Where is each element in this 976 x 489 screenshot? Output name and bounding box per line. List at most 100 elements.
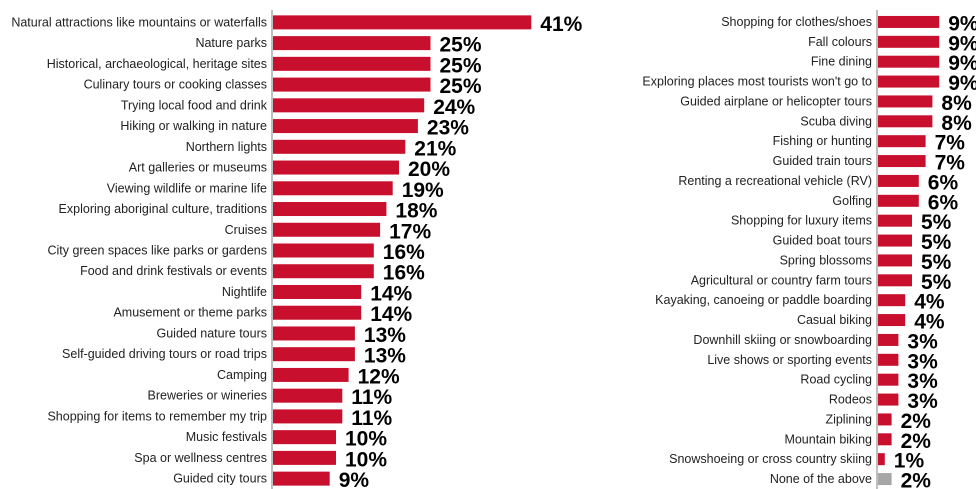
bar xyxy=(273,409,343,424)
value-label: 14% xyxy=(370,282,412,305)
category-label: Guided city tours xyxy=(173,472,267,486)
category-label: Trying local food and drink xyxy=(121,98,268,112)
bar xyxy=(273,77,431,92)
category-label: Hiking or walking in nature xyxy=(120,119,267,133)
bar xyxy=(878,115,933,128)
category-label: Casual biking xyxy=(797,313,872,327)
bar xyxy=(878,274,912,287)
value-label: 7% xyxy=(935,132,966,155)
category-label: Mountain biking xyxy=(784,432,872,446)
category-label: Fall colours xyxy=(808,35,872,49)
category-label: Amusement or theme parks xyxy=(113,306,267,320)
bar xyxy=(273,36,431,51)
category-label: Scuba diving xyxy=(800,114,872,128)
category-label: Cruises xyxy=(225,223,267,237)
value-label: 17% xyxy=(389,220,431,243)
value-label: 3% xyxy=(907,330,938,353)
value-label: 25% xyxy=(440,75,482,98)
value-label: 25% xyxy=(440,34,482,57)
bar xyxy=(878,433,892,446)
category-label: Spring blossoms xyxy=(780,253,872,267)
category-label: Natural attractions like mountains or wa… xyxy=(11,15,267,29)
category-label: Spa or wellness centres xyxy=(134,451,267,465)
category-label: Ziplining xyxy=(825,412,872,426)
bar xyxy=(878,135,926,148)
category-label: Art galleries or museums xyxy=(129,161,267,175)
bar xyxy=(878,373,899,386)
bar xyxy=(273,264,374,279)
value-label: 6% xyxy=(928,171,959,194)
category-label: Guided nature tours xyxy=(157,326,268,340)
category-label: Culinary tours or cooking classes xyxy=(84,78,267,92)
category-label: Breweries or wineries xyxy=(148,389,267,403)
bar xyxy=(878,453,885,466)
value-label: 9% xyxy=(948,12,976,35)
category-label: Guided airplane or helicopter tours xyxy=(680,94,872,108)
value-label: 8% xyxy=(941,92,972,115)
bar xyxy=(878,294,906,307)
value-label: 16% xyxy=(383,241,425,264)
bar xyxy=(273,119,418,134)
category-label: Northern lights xyxy=(186,140,267,154)
bar xyxy=(273,15,532,30)
bar xyxy=(273,98,425,113)
bar xyxy=(273,139,406,154)
value-label: 11% xyxy=(351,407,392,430)
category-label: Renting a recreational vehicle (RV) xyxy=(678,174,872,188)
value-label: 1% xyxy=(894,450,925,473)
value-label: 16% xyxy=(383,262,425,285)
bar xyxy=(273,222,381,237)
bar xyxy=(273,284,362,299)
value-label: 21% xyxy=(414,137,456,160)
bar xyxy=(878,393,899,406)
value-label: 9% xyxy=(948,52,976,75)
value-label: 7% xyxy=(935,152,966,175)
category-label: Viewing wildlife or marine life xyxy=(107,181,267,195)
value-label: 5% xyxy=(921,211,952,234)
category-label: Nightlife xyxy=(222,285,267,299)
category-label: Exploring places most tourists won't go … xyxy=(642,75,872,89)
value-label: 3% xyxy=(907,350,938,373)
category-label: Fishing or hunting xyxy=(773,134,872,148)
value-label: 13% xyxy=(364,324,406,347)
bar xyxy=(273,326,355,341)
left-bar-chart: Natural attractions like mountains or wa… xyxy=(11,10,583,489)
category-label: Snowshoeing or cross country skiing xyxy=(669,452,872,466)
value-label: 23% xyxy=(427,117,469,140)
bar xyxy=(273,450,336,465)
category-label: Self-guided driving tours or road trips xyxy=(62,347,267,361)
bar xyxy=(878,35,940,48)
category-label: Golfing xyxy=(832,194,872,208)
category-label: Guided train tours xyxy=(773,154,872,168)
value-label: 41% xyxy=(540,13,582,36)
value-label: 14% xyxy=(370,303,412,326)
bar xyxy=(273,202,387,217)
value-label: 6% xyxy=(928,191,959,214)
value-label: 8% xyxy=(941,112,972,135)
bar xyxy=(273,388,343,403)
bar xyxy=(878,234,912,247)
bar xyxy=(878,95,933,108)
bar xyxy=(273,56,431,71)
value-label: 4% xyxy=(914,291,945,314)
category-label: Downhill skiing or snowboarding xyxy=(693,333,872,347)
category-label: Historical, archaeological, heritage sit… xyxy=(47,57,267,71)
bar xyxy=(878,254,912,267)
value-label: 5% xyxy=(921,251,952,274)
value-label: 3% xyxy=(907,370,938,393)
category-label: Agricultural or country farm tours xyxy=(691,273,872,287)
value-label: 13% xyxy=(364,345,406,368)
bar xyxy=(878,174,919,187)
bar xyxy=(273,181,393,196)
category-label: Nature parks xyxy=(195,36,267,50)
bar xyxy=(273,471,330,486)
bar xyxy=(878,333,899,346)
value-label: 12% xyxy=(358,365,400,388)
category-label: Camping xyxy=(217,368,267,382)
bar xyxy=(273,347,355,362)
bar xyxy=(878,353,899,366)
category-label: Rodeos xyxy=(829,393,872,407)
value-label: 9% xyxy=(339,469,370,489)
value-label: 25% xyxy=(440,54,482,77)
